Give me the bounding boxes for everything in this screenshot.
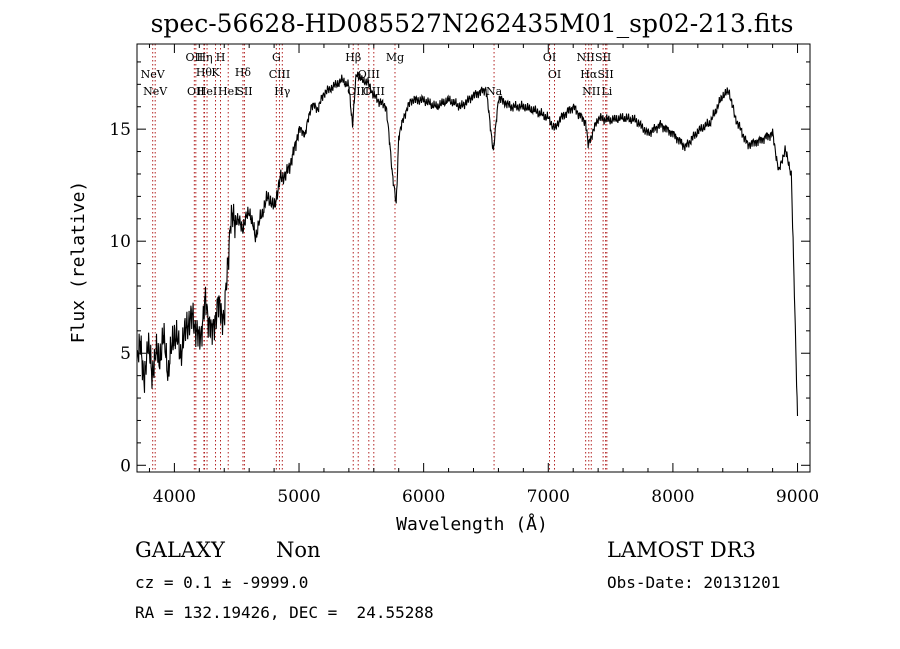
line-marker-label-8: H [216,51,226,64]
line-marker-label-13: CIII [269,68,290,81]
spectrum-line [136,71,799,417]
line-marker-label-9: HeI [218,85,238,98]
line-marker-label-15: Hβ [345,51,361,64]
line-marker-label-0: NeV [141,68,166,81]
line-marker-label-7: K [211,66,220,79]
subclass-label: Non [276,538,321,562]
line-marker-label-26: SII [595,51,611,64]
line-marker-label-2: OII [185,51,203,64]
line-marker-labels: NeV NeV OII OII Hθ Hη HeI KH HeI Hδ SII G CIII Hγ Hβ OI… [141,51,614,98]
x-axis-ticks: 4000 5000 6000 7000 8000 9000 [148,44,819,507]
line-marker-label-1: NeV [143,85,168,98]
y-tick-label-3: 15 [109,120,131,140]
line-marker-label-3: OII [187,85,205,98]
x-tick-label-1: 5000 [277,487,320,507]
line-marker-label-22: OI [548,68,561,81]
ra-dec-line: RA = 132.19426, DEC = 24.55288 [135,603,434,622]
y-tick-label-0: 0 [120,456,131,476]
obs-date-line: Obs-Date: 20131201 [607,573,781,592]
line-marker-label-10: Hδ [235,66,252,79]
line-marker-label-21: OI [543,51,556,64]
x-axis-label: Wavelength (Å) [396,513,548,535]
y-axis-label: Flux (relative) [68,181,89,344]
line-marker-label-23: NII [577,51,595,64]
y-tick-label-2: 10 [109,232,131,252]
line-marker-label-5: Hη [196,51,212,64]
line-marker-label-12: G [272,51,281,64]
line-marker-label-25: NII [582,85,600,98]
line-marker-label-20: Na [486,85,503,98]
survey-label: LAMOST DR3 [607,538,756,562]
x-tick-label-4: 8000 [651,487,694,507]
line-marker-label-11: SII [236,85,252,98]
chart-title: spec-56628-HD085527N262435M01_sp02-213.f… [151,9,794,38]
line-markers [152,44,608,472]
line-marker-label-28: Li [601,85,612,98]
y-axis-ticks: 0 5 10 15 [109,61,810,476]
line-marker-label-17: OIII [358,68,380,81]
y-tick-label-1: 5 [120,344,131,364]
line-marker-label-16: OIII [347,85,369,98]
class-label: GALAXY [135,538,225,562]
x-tick-label-3: 7000 [527,487,570,507]
x-tick-label-2: 6000 [402,487,445,507]
line-marker-label-6: HeI [197,85,217,98]
line-marker-label-4: Hθ [196,66,213,79]
plot-frame [136,43,811,473]
redshift-line: cz = 0.1 ± -9999.0 [135,573,309,592]
x-tick-label-0: 4000 [153,487,196,507]
line-marker-label-24: Hα [580,68,598,81]
x-tick-label-5: 9000 [776,487,819,507]
line-marker-label-14: Hγ [274,85,291,98]
line-marker-label-19: Mg [386,51,404,64]
line-marker-label-27: SII [597,68,613,81]
